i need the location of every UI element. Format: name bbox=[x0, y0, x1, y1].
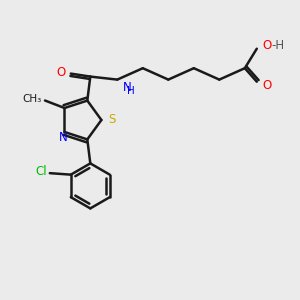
Text: O: O bbox=[262, 79, 272, 92]
Text: -H: -H bbox=[271, 39, 284, 52]
Text: S: S bbox=[108, 112, 116, 126]
Text: N: N bbox=[123, 81, 131, 94]
Text: N: N bbox=[58, 131, 68, 144]
Text: O: O bbox=[56, 66, 65, 79]
Text: H: H bbox=[127, 86, 135, 96]
Text: CH₃: CH₃ bbox=[23, 94, 42, 104]
Text: O: O bbox=[262, 39, 272, 52]
Text: Cl: Cl bbox=[35, 165, 47, 178]
